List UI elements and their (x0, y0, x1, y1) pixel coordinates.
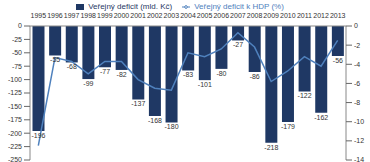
svg-text:-162: -162 (314, 114, 328, 121)
svg-text:-250: -250 (8, 156, 22, 162)
svg-text:-83: -83 (183, 71, 193, 78)
svg-text:2003: 2003 (164, 12, 180, 19)
svg-text:1999: 1999 (97, 12, 113, 19)
svg-text:-218: -218 (264, 144, 278, 151)
svg-text:2010: 2010 (280, 12, 296, 19)
svg-text:2006: 2006 (213, 12, 229, 19)
svg-text:-56: -56 (333, 57, 343, 64)
svg-text:2013: 2013 (330, 12, 346, 19)
svg-text:-68: -68 (67, 63, 77, 70)
svg-text:-80: -80 (216, 70, 226, 77)
svg-text:1995: 1995 (31, 12, 47, 19)
svg-text:-125: -125 (8, 89, 22, 96)
svg-text:0: 0 (354, 22, 358, 29)
svg-text:-4: -4 (354, 61, 360, 68)
svg-text:2012: 2012 (313, 12, 329, 19)
svg-text:-101: -101 (198, 81, 212, 88)
svg-text:2007: 2007 (230, 12, 246, 19)
svg-text:-100: -100 (8, 76, 22, 83)
svg-text:-175: -175 (8, 116, 22, 123)
svg-text:2008: 2008 (247, 12, 263, 19)
svg-text:-86: -86 (250, 73, 260, 80)
svg-text:-179: -179 (281, 123, 295, 130)
svg-text:2005: 2005 (197, 12, 213, 19)
svg-text:-8: -8 (354, 99, 360, 106)
svg-text:-75: -75 (12, 63, 22, 70)
svg-text:2001: 2001 (130, 12, 146, 19)
svg-text:-196: -196 (31, 132, 45, 139)
svg-text:2011: 2011 (297, 12, 312, 19)
svg-text:0: 0 (18, 22, 22, 29)
svg-text:-225: -225 (8, 143, 22, 150)
svg-text:-150: -150 (8, 103, 22, 110)
svg-text:-122: -122 (298, 92, 312, 99)
svg-text:-25: -25 (12, 36, 22, 43)
svg-text:1997: 1997 (64, 12, 80, 19)
svg-text:-99: -99 (83, 80, 93, 87)
svg-text:-10: -10 (354, 118, 362, 125)
svg-text:-168: -168 (148, 117, 162, 124)
html-text:Veřejný deficit k HDP (%): Veřejný deficit k HDP (%) (194, 2, 284, 11)
svg-text:-6: -6 (354, 80, 360, 87)
svg-text:-137: -137 (131, 100, 145, 107)
svg-text:2004: 2004 (180, 12, 196, 19)
svg-text:2000: 2000 (114, 12, 130, 19)
svg-text:-82: -82 (117, 71, 127, 78)
svg-text:2009: 2009 (263, 12, 279, 19)
svg-text:-180: -180 (165, 123, 179, 130)
svg-text:-27: -27 (233, 41, 243, 48)
svg-text:-14: -14 (354, 156, 362, 162)
svg-text:-200: -200 (8, 130, 22, 137)
svg-text:2002: 2002 (147, 12, 163, 19)
svg-text:-77: -77 (100, 68, 110, 75)
svg-text:-50: -50 (12, 49, 22, 56)
svg-text:1996: 1996 (47, 12, 63, 19)
svg-text:-55: -55 (50, 56, 60, 63)
svg-text:-12: -12 (354, 137, 362, 144)
html-text:Veřejný deficit (mld. Kč): Veřejný deficit (mld. Kč) (88, 2, 173, 11)
svg-text:1998: 1998 (80, 12, 96, 19)
svg-text:-2: -2 (354, 42, 360, 49)
